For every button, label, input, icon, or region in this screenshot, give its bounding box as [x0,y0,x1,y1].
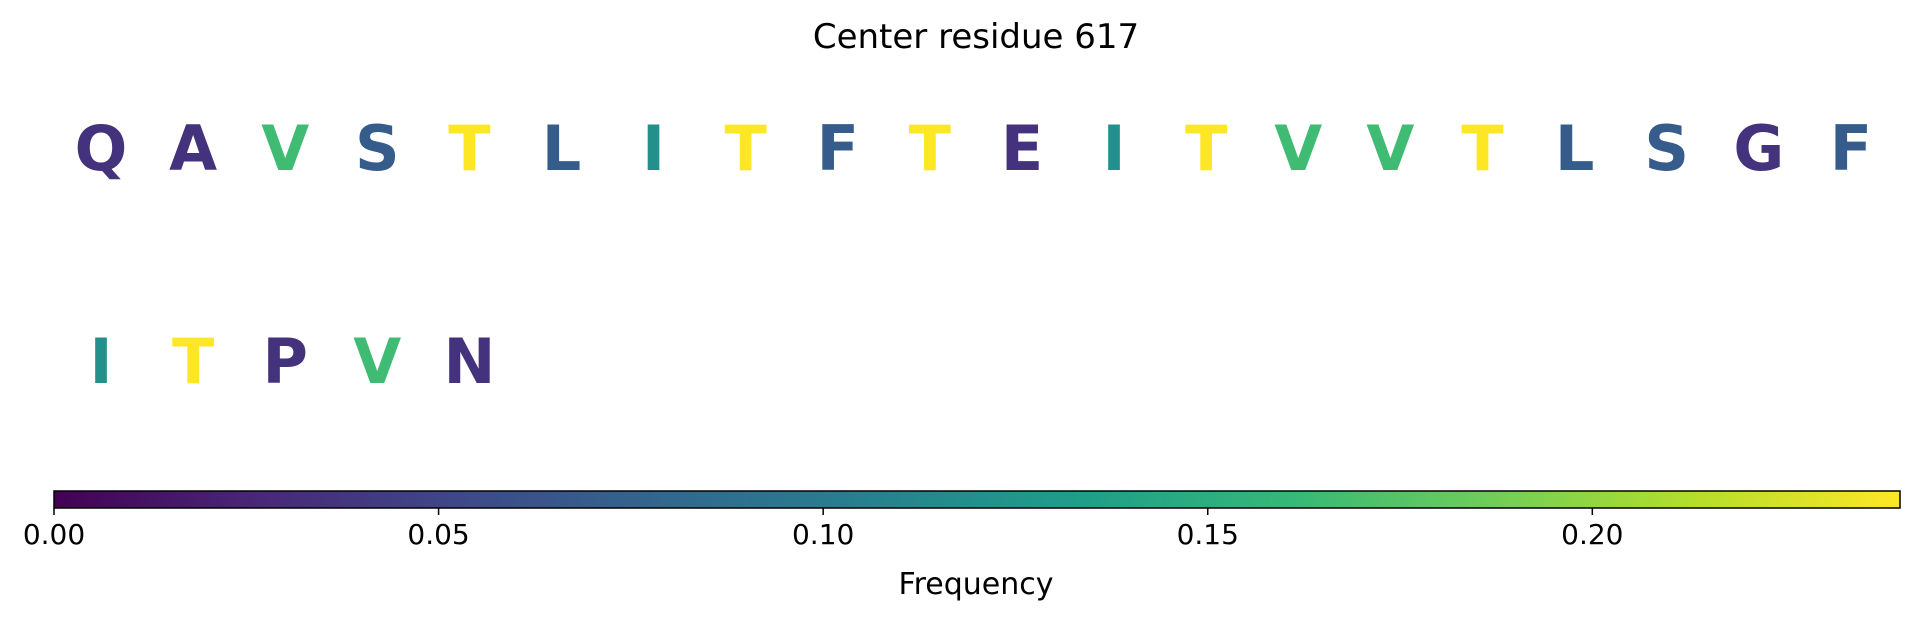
residue-letter: F [817,112,859,185]
colorbar: 0.00 0.05 0.10 0.15 0.20 [23,490,1901,551]
colorbar-tick-label: 0.20 [1561,518,1623,551]
residue-letter: T [909,112,951,185]
residue-letter: T [448,112,490,185]
residue-letter: G [1733,112,1784,185]
residue-letter: N [443,325,495,398]
residue-letter: T [172,325,214,398]
residue-letter: V [261,112,309,185]
residue-letter: T [725,112,767,185]
residue-letter: S [1644,112,1689,185]
colorbar-tick-label: 0.10 [792,518,854,551]
residue-letter: S [355,112,400,185]
residue-letter: F [1830,112,1872,185]
residue-grid: Q A V S T L I T F T E I T V V T L S G FI T P V N [75,112,1872,398]
residue-letter: I [89,325,112,398]
colorbar-label: Frequency [899,567,1054,602]
residue-letter: E [1001,112,1043,185]
residue-letter: T [1461,112,1503,185]
residue-letter: Q [75,112,128,185]
chart-title: Center residue 617 [813,17,1139,57]
residue-letter: V [1274,112,1322,185]
residue-letter: T [1185,112,1227,185]
residue-letter: A [169,112,217,185]
residue-letter: I [1103,112,1126,185]
colorbar-tick-label: 0.00 [23,518,85,551]
colorbar-tick-label: 0.15 [1177,518,1239,551]
residue-letter: V [353,325,401,398]
colorbar-gradient [53,490,1901,509]
residue-letter: P [262,325,307,398]
residue-letter: L [1555,112,1595,185]
colorbar-tick-label: 0.05 [407,518,469,551]
residue-letter: V [1366,112,1414,185]
residue-letter: I [642,112,665,185]
residue-letter: L [542,112,582,185]
